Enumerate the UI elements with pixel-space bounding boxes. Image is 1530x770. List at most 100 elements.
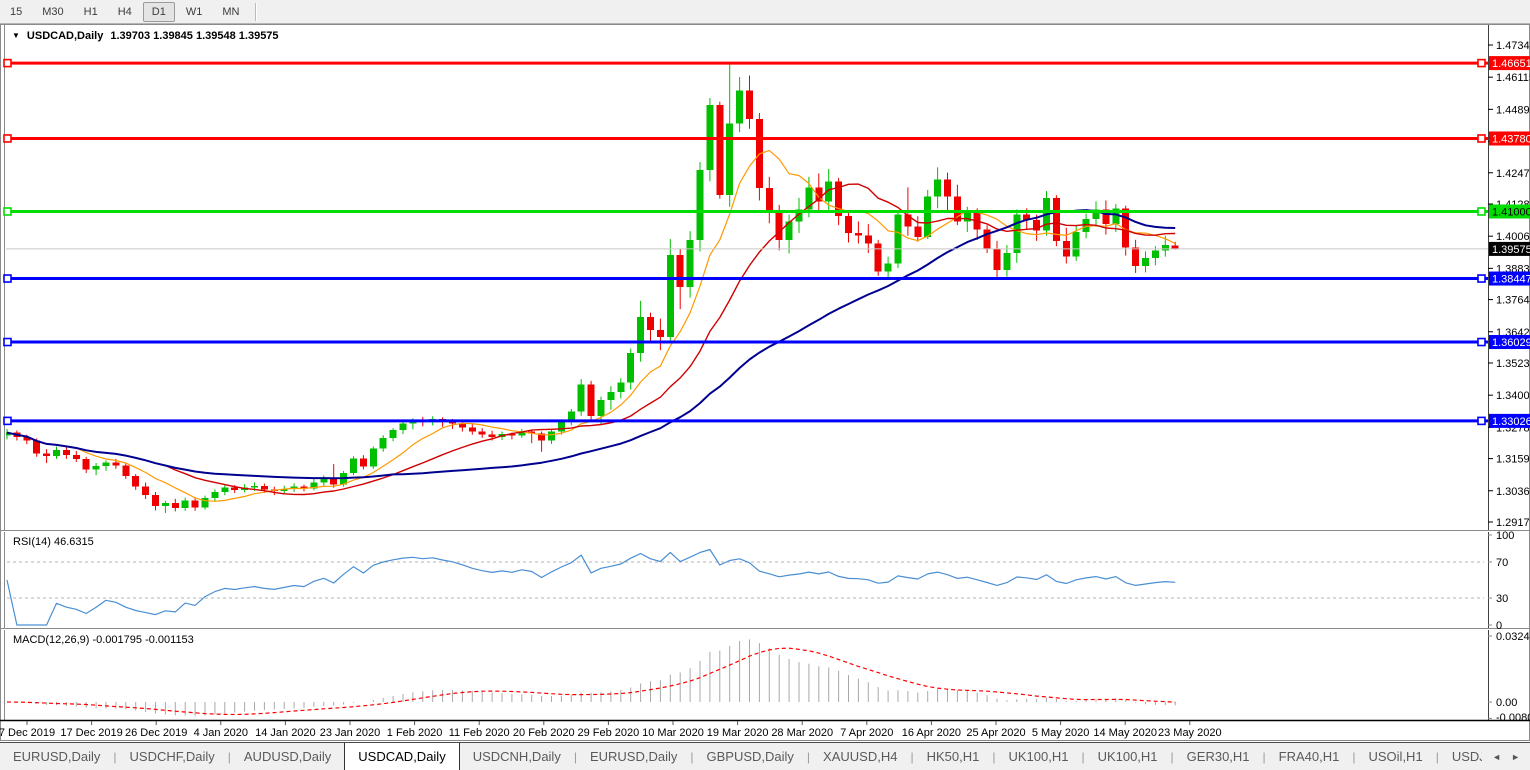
timeframe-button-w1[interactable]: W1	[185, 5, 203, 18]
line-end-marker[interactable]	[3, 58, 12, 68]
chart-tab-hk50-h1[interactable]: HK50,H1	[926, 749, 980, 764]
line-end-marker[interactable]	[3, 134, 12, 143]
date-axis-label: 14 Jan 2020	[255, 727, 316, 739]
macd-axis-tick: 0.00	[1496, 697, 1517, 709]
support-line-2[interactable]	[3, 337, 1488, 347]
timeframe-button-15[interactable]: 15	[10, 5, 23, 18]
price-badge: 1.46651	[1489, 56, 1530, 71]
chart-tab-eurusd-daily[interactable]: EURUSD,Daily	[589, 749, 678, 764]
tab-scroll-left-icon[interactable]: ◄	[1492, 751, 1502, 762]
tab-separator: |	[1352, 749, 1356, 764]
svg-text:1.39575: 1.39575	[1492, 244, 1530, 256]
tab-separator: |	[992, 749, 996, 764]
chart-tab-fra40-h1[interactable]: FRA40,H1	[1278, 749, 1340, 764]
chart-tab-usdcad-daily[interactable]: USDCAD,Daily	[344, 743, 460, 770]
chart-tab-usdcnh-daily[interactable]: USDCNH,Daily	[472, 749, 561, 764]
timeframe-button-h1[interactable]: H1	[83, 5, 98, 18]
svg-text:1.46651: 1.46651	[1492, 58, 1530, 70]
timeframe-button-h4[interactable]: H4	[117, 5, 132, 18]
chart-tab-eurusd-daily[interactable]: EURUSD,Daily	[13, 749, 101, 764]
chart-tab-bar: EURUSD,Daily | USDCHF,Daily | AUDUSD,Daily US…	[0, 742, 1530, 770]
price-axis-tick: 1.31590	[1496, 454, 1530, 466]
ma-medium-line	[6, 183, 1176, 496]
macd-signal-line	[6, 647, 1176, 716]
date-axis-label: 4 Jan 2020	[194, 727, 248, 739]
timeframe-toolbar: 15 M30 H1 H4 D1 W1 MN	[0, 0, 1530, 24]
chart-tabs: EURUSD,Daily | USDCHF,Daily | AUDUSD,Daily US…	[0, 743, 1482, 770]
rsi-axis-tick: 0	[1496, 620, 1502, 632]
chart-frame	[0, 24, 1530, 741]
chart-plot-area[interactable]	[6, 25, 1488, 720]
line-end-marker[interactable]	[3, 416, 12, 426]
macd-panel	[6, 639, 1176, 716]
date-axis-label: 1 Feb 2020	[387, 727, 443, 739]
timeframe-button-m30[interactable]: M30	[42, 5, 64, 18]
resistance-line-2[interactable]	[3, 134, 1488, 143]
chart-symbol-label: USDCAD,Daily	[26, 30, 104, 42]
line-end-marker[interactable]	[1477, 337, 1486, 347]
line-end-marker[interactable]	[1477, 134, 1486, 143]
rsi-panel	[6, 548, 1484, 626]
chart-tab-usdjpy-h1[interactable]: USDJPY,H1	[1451, 749, 1482, 764]
ma-slow-line	[6, 209, 1176, 480]
chart-tab-usdchf-daily[interactable]: USDCHF,Daily	[129, 749, 215, 764]
date-axis-label: 29 Feb 2020	[578, 727, 640, 739]
line-end-marker[interactable]	[3, 274, 12, 283]
chart-tab-uk100-h1[interactable]: UK100,H1	[1097, 749, 1158, 764]
symbol-dropdown-icon[interactable]: ▼	[12, 31, 20, 40]
chart-tab-gbpusd-daily[interactable]: GBPUSD,Daily	[706, 749, 794, 764]
time-axis[interactable]: 7 Dec 2019 17 Dec 2019 26 Dec 2019 4 Jan 20…	[0, 721, 1222, 739]
tab-separator: |	[1262, 749, 1266, 764]
tab-separator: |	[690, 749, 694, 764]
rsi-line	[6, 548, 1176, 626]
timeframe-button-mn[interactable]: MN	[222, 5, 240, 18]
tab-separator: |	[1170, 749, 1174, 764]
tab-scroll-arrows: ◄ ►	[1482, 743, 1530, 770]
line-end-marker[interactable]	[3, 337, 12, 347]
date-axis-label: 7 Apr 2020	[840, 727, 893, 739]
chart-tab-uk100-h1[interactable]: UK100,H1	[1008, 749, 1069, 764]
tab-separator: |	[113, 749, 117, 764]
rsi-indicator-label: RSI(14) 46.6315	[13, 536, 94, 548]
date-axis-label: 20 Feb 2020	[513, 727, 575, 739]
price-axis-tick: 1.40060	[1496, 231, 1530, 243]
chart-tab-audusd-daily[interactable]: AUDUSD,Daily	[243, 749, 332, 764]
support-line-1[interactable]	[3, 274, 1488, 283]
price-axis[interactable]: 1.473401.461151.448901.436651.424751.412…	[1488, 40, 1530, 529]
price-axis-tick: 1.30365	[1496, 486, 1530, 498]
resistance-line-1[interactable]	[3, 58, 1488, 68]
line-end-marker[interactable]	[1477, 207, 1486, 216]
date-axis-label: 10 Mar 2020	[642, 727, 704, 739]
rsi-axis-tick: 70	[1496, 557, 1508, 569]
price-axis-tick: 1.42475	[1496, 168, 1530, 180]
price-badge: 1.43780	[1489, 131, 1530, 146]
rsi-axis-tick: 100	[1496, 530, 1514, 542]
tab-scroll-right-icon[interactable]: ►	[1511, 751, 1520, 762]
price-axis-tick: 1.46115	[1496, 72, 1530, 84]
line-end-marker[interactable]	[1477, 274, 1486, 283]
timeframe-button-d1[interactable]: D1	[142, 1, 175, 22]
line-end-marker[interactable]	[1477, 416, 1486, 426]
chart-tab-ger30-h1[interactable]: GER30,H1	[1186, 749, 1250, 764]
date-axis-label: 28 Mar 2020	[771, 727, 833, 739]
line-end-marker[interactable]	[1477, 58, 1486, 68]
price-axis-tick: 1.29175	[1496, 517, 1530, 529]
rsi-axis-tick: 30	[1496, 593, 1508, 605]
price-badge: 1.38447	[1489, 271, 1530, 286]
tab-separator: |	[806, 749, 811, 764]
date-axis-label: 16 Apr 2020	[902, 727, 961, 739]
date-axis-label: 23 May 2020	[1158, 727, 1222, 739]
toolbar-separator	[255, 2, 258, 21]
price-badge: 1.36029	[1489, 335, 1530, 350]
chart-tab-usoil-h1[interactable]: USOil,H1	[1368, 749, 1423, 764]
support-line-3[interactable]	[3, 416, 1488, 426]
pivot-line-green[interactable]	[3, 207, 1488, 216]
macd-histogram	[16, 639, 1176, 716]
date-axis-label: 11 Feb 2020	[449, 727, 510, 739]
line-end-marker[interactable]	[3, 207, 12, 216]
svg-text:1.43780: 1.43780	[1492, 133, 1530, 145]
chart-ohlc-values: 1.39703 1.39845 1.39548 1.39575	[110, 30, 279, 42]
chart-tab-xauusd-h4[interactable]: XAUUSD,H4	[823, 749, 898, 764]
